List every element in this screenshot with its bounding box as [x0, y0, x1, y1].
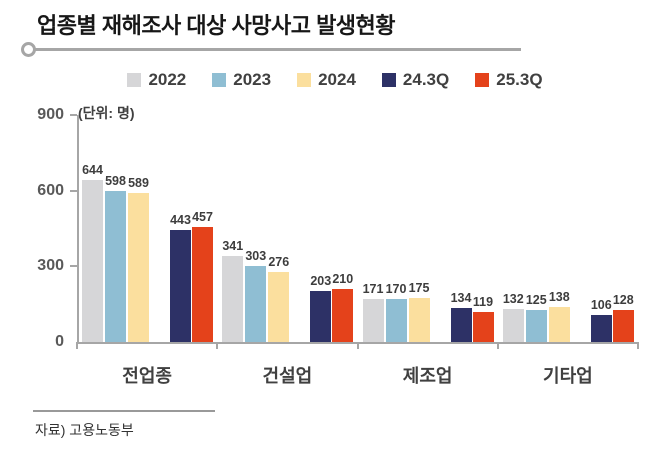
bar-value-label: 276: [268, 255, 290, 270]
legend-swatch-icon: [127, 73, 142, 87]
bar-2023: [245, 265, 267, 342]
bar-2024: [268, 272, 290, 342]
bar-2024: [128, 193, 149, 342]
bar-value-label: 203: [310, 273, 332, 288]
bar-value-label: 644: [82, 162, 103, 177]
y-axis-tick: [70, 189, 77, 192]
bar-value-label: 106: [590, 298, 612, 313]
legend-item-24.3Q: 24.3Q: [381, 70, 450, 90]
category-label: 제조업: [402, 366, 453, 386]
source-text: 자료) 고용노동부: [35, 422, 134, 438]
y-axis-tick-label: 600: [37, 181, 64, 199]
category-label: 전업종: [122, 366, 172, 386]
category-label: 기타업: [543, 366, 593, 386]
source-rule: [33, 410, 215, 412]
bar-2022: [82, 179, 103, 342]
bar-2024: [408, 297, 430, 342]
y-axis-tick: [70, 114, 77, 116]
legend-label: 2023: [233, 70, 272, 89]
bar-24.3Q: [450, 308, 472, 342]
legend-label: 25.3Q: [496, 70, 543, 89]
legend-item-25.3Q: 25.3Q: [475, 70, 543, 90]
bar-value-label: 138: [548, 290, 570, 305]
bar-value-label: 171: [362, 281, 384, 296]
bar-25.3Q: [612, 309, 634, 342]
bar-25.3Q: [472, 311, 494, 342]
bar-2023: [105, 191, 126, 342]
bar-2022: [222, 255, 244, 342]
chart-legend: 2022 2023 2024 24.3Q 25.3Q: [0, 70, 670, 90]
bar-24.3Q: [310, 290, 332, 342]
bar-25.3Q: [192, 226, 213, 342]
x-axis-tick: [216, 342, 219, 349]
bar-value-label: 175: [408, 280, 430, 295]
bar-value-label: 589: [128, 176, 149, 191]
bar-value-label: 170: [385, 282, 407, 297]
legend-item-2024: 2024: [297, 70, 356, 90]
legend-swatch-icon: [381, 73, 396, 87]
x-axis-tick: [76, 342, 78, 349]
bar-value-label: 457: [192, 209, 213, 224]
y-axis-line: [77, 115, 79, 343]
legend-swatch-icon: [475, 73, 490, 87]
y-axis-tick-label: 0: [55, 333, 64, 350]
bar-24.3Q: [170, 230, 191, 342]
bar-2023: [525, 310, 547, 342]
y-axis-tick: [70, 265, 77, 268]
legend-label: 2022: [148, 70, 187, 89]
bar-2024: [548, 307, 570, 342]
legend-swatch-icon: [212, 73, 227, 87]
x-axis-tick: [496, 342, 499, 349]
title-rule-line: [35, 48, 521, 51]
x-axis-tick: [637, 342, 639, 349]
legend-label: 24.3Q: [402, 70, 450, 89]
bar-value-label: 210: [332, 272, 354, 287]
legend-label: 2024: [318, 70, 356, 89]
bar-value-label: 125: [525, 293, 547, 308]
bar-2022: [362, 298, 384, 342]
bar-value-label: 132: [502, 291, 524, 306]
bar-value-label: 119: [472, 294, 494, 309]
bar-25.3Q: [332, 289, 354, 342]
title-rule-circle-icon: [21, 42, 36, 57]
bar-value-label: 134: [450, 291, 472, 306]
bar-value-label: 341: [222, 238, 244, 253]
unit-label: (단위: 명): [78, 105, 135, 121]
legend-item-2023: 2023: [212, 70, 271, 90]
bar-value-label: 128: [612, 292, 634, 307]
bar-2022: [502, 308, 524, 342]
bar-2023: [385, 299, 407, 342]
category-label: 건설업: [262, 366, 313, 386]
bar-value-label: 443: [170, 213, 191, 228]
y-axis-tick-label: 300: [37, 257, 64, 275]
legend-swatch-icon: [297, 73, 312, 87]
legend-item-2022: 2022: [127, 70, 186, 90]
bar-value-label: 303: [245, 248, 267, 263]
x-axis-tick: [356, 342, 359, 349]
bar-value-label: 598: [105, 174, 126, 189]
y-axis-tick-label: 900: [37, 106, 64, 123]
bar-24.3Q: [590, 315, 612, 342]
page-title: 업종별 재해조사 대상 사망사고 발생현황: [37, 13, 396, 38]
